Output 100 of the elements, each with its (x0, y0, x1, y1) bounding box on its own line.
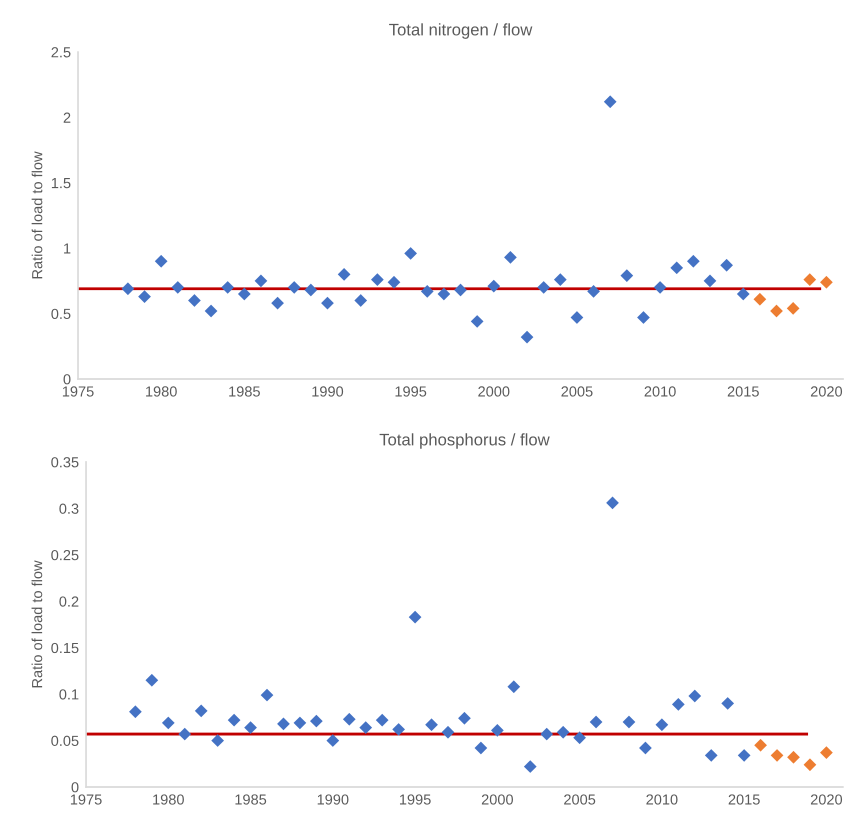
x-tick-label: 2005 (564, 794, 596, 805)
point (122, 282, 134, 296)
point (438, 288, 450, 300)
point (820, 746, 833, 760)
point (342, 712, 356, 726)
point (162, 716, 175, 730)
point (504, 250, 517, 264)
point (188, 294, 201, 307)
point (686, 254, 700, 268)
x-tick-label: 2000 (482, 794, 514, 805)
point (570, 311, 584, 324)
point (154, 254, 168, 268)
point (326, 734, 340, 747)
point (221, 281, 234, 294)
y-tick-label: 0.5 (51, 308, 70, 320)
point (442, 726, 454, 739)
point (804, 758, 816, 772)
point (670, 261, 684, 274)
point (590, 716, 602, 728)
x-tick-label: 1990 (318, 794, 348, 805)
point (754, 738, 767, 752)
y-tick-label: 2 (64, 112, 70, 123)
x-tick-label: 1980 (146, 386, 177, 397)
point (604, 95, 617, 108)
point (587, 284, 600, 298)
x-tick-label: 1995 (400, 794, 431, 805)
point (470, 315, 484, 328)
point (554, 273, 567, 286)
y-tick-label: 0.15 (51, 642, 78, 654)
point (556, 726, 570, 739)
point (271, 296, 284, 310)
point (573, 731, 586, 744)
y-tick-label: 0.05 (51, 736, 78, 746)
point (371, 273, 384, 286)
point (487, 280, 500, 292)
point (720, 258, 733, 272)
point (321, 296, 334, 310)
point (171, 281, 184, 294)
x-tick-label: 2010 (644, 386, 676, 397)
point (537, 281, 550, 294)
point (425, 718, 438, 732)
point (520, 330, 534, 344)
x-tick-label: 2015 (728, 386, 759, 397)
point (338, 268, 350, 281)
y-axis-title: Ratio of load to flow (32, 560, 42, 688)
point (408, 610, 422, 624)
point (606, 496, 619, 510)
chart-title: Total nitrogen / flow (389, 23, 532, 39)
point (770, 749, 784, 762)
point (294, 716, 306, 730)
point (688, 690, 702, 702)
point (359, 721, 372, 734)
y-tick-label: 1.5 (52, 178, 70, 188)
y-tick-label: 0.1 (59, 689, 78, 700)
point (507, 680, 520, 694)
point (704, 749, 718, 762)
point (736, 288, 750, 300)
point (204, 304, 218, 318)
x-tick-label: 2010 (646, 794, 678, 805)
y-tick-label: 0 (72, 782, 79, 792)
point (244, 721, 257, 734)
point (145, 674, 158, 687)
x-tick-label: 1985 (229, 386, 260, 397)
point (672, 698, 685, 711)
point (194, 704, 208, 718)
point (376, 714, 389, 727)
point (388, 276, 400, 289)
y-tick-label: 0.3 (59, 504, 78, 514)
x-tick-label: 2020 (810, 386, 842, 397)
point (454, 284, 467, 296)
point (820, 276, 833, 289)
x-tick-label: 1995 (396, 386, 426, 397)
point (637, 311, 650, 324)
point (178, 728, 192, 740)
point (277, 717, 290, 730)
point (228, 714, 240, 727)
y-tick-label: 1 (64, 243, 70, 254)
point (803, 273, 816, 286)
point (490, 724, 504, 737)
x-tick-label: 1980 (153, 794, 184, 805)
point (786, 302, 800, 315)
point (254, 274, 268, 288)
x-tick-label: 1990 (312, 386, 344, 397)
point (787, 750, 800, 764)
point (622, 716, 636, 728)
point (474, 742, 488, 754)
point (392, 723, 405, 736)
point (404, 247, 417, 260)
chart-title: Total phosphorus / flow (380, 433, 550, 449)
point (721, 697, 734, 710)
point (524, 760, 537, 773)
point (288, 281, 301, 294)
y-tick-label: 0 (64, 374, 70, 384)
point (770, 304, 783, 318)
point (310, 714, 323, 728)
point (260, 688, 274, 702)
point (639, 742, 652, 754)
point (754, 292, 766, 306)
x-tick-label: 1975 (70, 794, 102, 805)
x-tick-label: 1975 (62, 386, 94, 397)
